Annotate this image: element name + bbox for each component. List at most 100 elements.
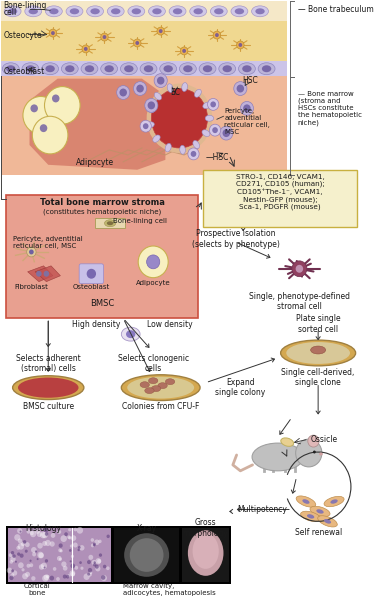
Circle shape: [296, 439, 322, 467]
Ellipse shape: [66, 6, 83, 17]
Circle shape: [41, 563, 47, 569]
Circle shape: [88, 568, 92, 572]
Circle shape: [37, 532, 42, 537]
Ellipse shape: [153, 135, 160, 142]
Ellipse shape: [6, 65, 15, 72]
Ellipse shape: [46, 65, 55, 72]
Circle shape: [212, 127, 218, 133]
Text: Cortical
bone: Cortical bone: [24, 583, 51, 596]
Ellipse shape: [101, 63, 118, 74]
Ellipse shape: [165, 143, 171, 152]
Ellipse shape: [87, 6, 103, 17]
Circle shape: [37, 543, 43, 548]
Circle shape: [60, 550, 63, 553]
Bar: [95, 218, 125, 228]
Circle shape: [53, 567, 56, 571]
Circle shape: [68, 536, 71, 539]
Ellipse shape: [158, 383, 167, 389]
Circle shape: [56, 577, 60, 581]
Text: Bone-lining: Bone-lining: [3, 1, 47, 10]
Circle shape: [17, 528, 22, 533]
Circle shape: [154, 74, 167, 88]
Circle shape: [87, 269, 96, 278]
Circle shape: [91, 544, 95, 547]
Circle shape: [21, 542, 25, 546]
Circle shape: [180, 47, 188, 55]
Ellipse shape: [154, 92, 161, 100]
Ellipse shape: [193, 8, 203, 14]
Text: —HSC: —HSC: [206, 153, 229, 162]
Ellipse shape: [179, 63, 196, 74]
Circle shape: [94, 539, 100, 545]
Circle shape: [20, 554, 24, 558]
Circle shape: [101, 575, 105, 580]
Ellipse shape: [180, 145, 185, 154]
Circle shape: [147, 101, 155, 109]
Ellipse shape: [214, 8, 223, 14]
Ellipse shape: [121, 375, 200, 401]
Ellipse shape: [262, 65, 271, 72]
Circle shape: [46, 575, 49, 578]
Text: cell: cell: [3, 8, 17, 17]
Circle shape: [99, 553, 102, 557]
Circle shape: [103, 35, 107, 39]
Circle shape: [239, 43, 242, 47]
Circle shape: [42, 532, 48, 538]
Circle shape: [71, 535, 76, 541]
Ellipse shape: [281, 340, 356, 366]
Circle shape: [10, 573, 14, 577]
Text: Adipocyte: Adipocyte: [136, 280, 171, 286]
Text: Expand
single colony: Expand single colony: [215, 378, 266, 397]
Circle shape: [151, 89, 208, 148]
Circle shape: [82, 45, 90, 53]
Circle shape: [36, 271, 42, 277]
Bar: [114, 528, 179, 582]
Circle shape: [138, 246, 168, 278]
Circle shape: [117, 86, 130, 100]
Ellipse shape: [49, 8, 59, 14]
Circle shape: [39, 564, 44, 570]
Circle shape: [69, 570, 75, 577]
Circle shape: [27, 247, 36, 257]
Ellipse shape: [182, 83, 188, 91]
Circle shape: [74, 566, 78, 569]
Circle shape: [25, 542, 30, 547]
Polygon shape: [35, 266, 61, 281]
Circle shape: [12, 571, 17, 575]
Bar: [182, 528, 229, 582]
Circle shape: [71, 563, 75, 568]
Circle shape: [61, 562, 66, 567]
Circle shape: [134, 39, 141, 47]
Ellipse shape: [164, 65, 173, 72]
Text: Multipotency: Multipotency: [237, 505, 287, 514]
Circle shape: [84, 47, 88, 51]
Ellipse shape: [121, 327, 140, 341]
Ellipse shape: [130, 538, 164, 572]
Ellipse shape: [203, 65, 212, 72]
Ellipse shape: [140, 382, 149, 388]
Circle shape: [10, 556, 16, 562]
Text: Low density: Low density: [147, 320, 192, 329]
Ellipse shape: [105, 65, 114, 72]
Circle shape: [95, 558, 101, 564]
Ellipse shape: [152, 8, 162, 14]
Ellipse shape: [195, 89, 201, 97]
Circle shape: [103, 565, 107, 568]
Text: STRO-1, CD146, VCAM1,
CD271, CD105 (human);
CD105⁺The-1⁻, VCAM1,
Nestin-GFP (mou: STRO-1, CD146, VCAM1, CD271, CD105 (huma…: [236, 174, 325, 210]
Circle shape: [135, 41, 139, 45]
Circle shape: [35, 529, 40, 534]
Ellipse shape: [311, 346, 326, 354]
Circle shape: [157, 77, 164, 85]
Circle shape: [88, 572, 92, 577]
Circle shape: [234, 82, 247, 95]
Circle shape: [308, 435, 319, 447]
Text: X-ray: X-ray: [137, 524, 157, 533]
Ellipse shape: [324, 519, 331, 524]
Ellipse shape: [81, 63, 98, 74]
Polygon shape: [29, 79, 165, 170]
Text: Self renewal: Self renewal: [295, 528, 342, 537]
Text: (constitutes hematopoietic niche): (constitutes hematopoietic niche): [43, 208, 161, 215]
Circle shape: [213, 31, 221, 39]
Circle shape: [237, 41, 244, 49]
Circle shape: [292, 261, 307, 277]
